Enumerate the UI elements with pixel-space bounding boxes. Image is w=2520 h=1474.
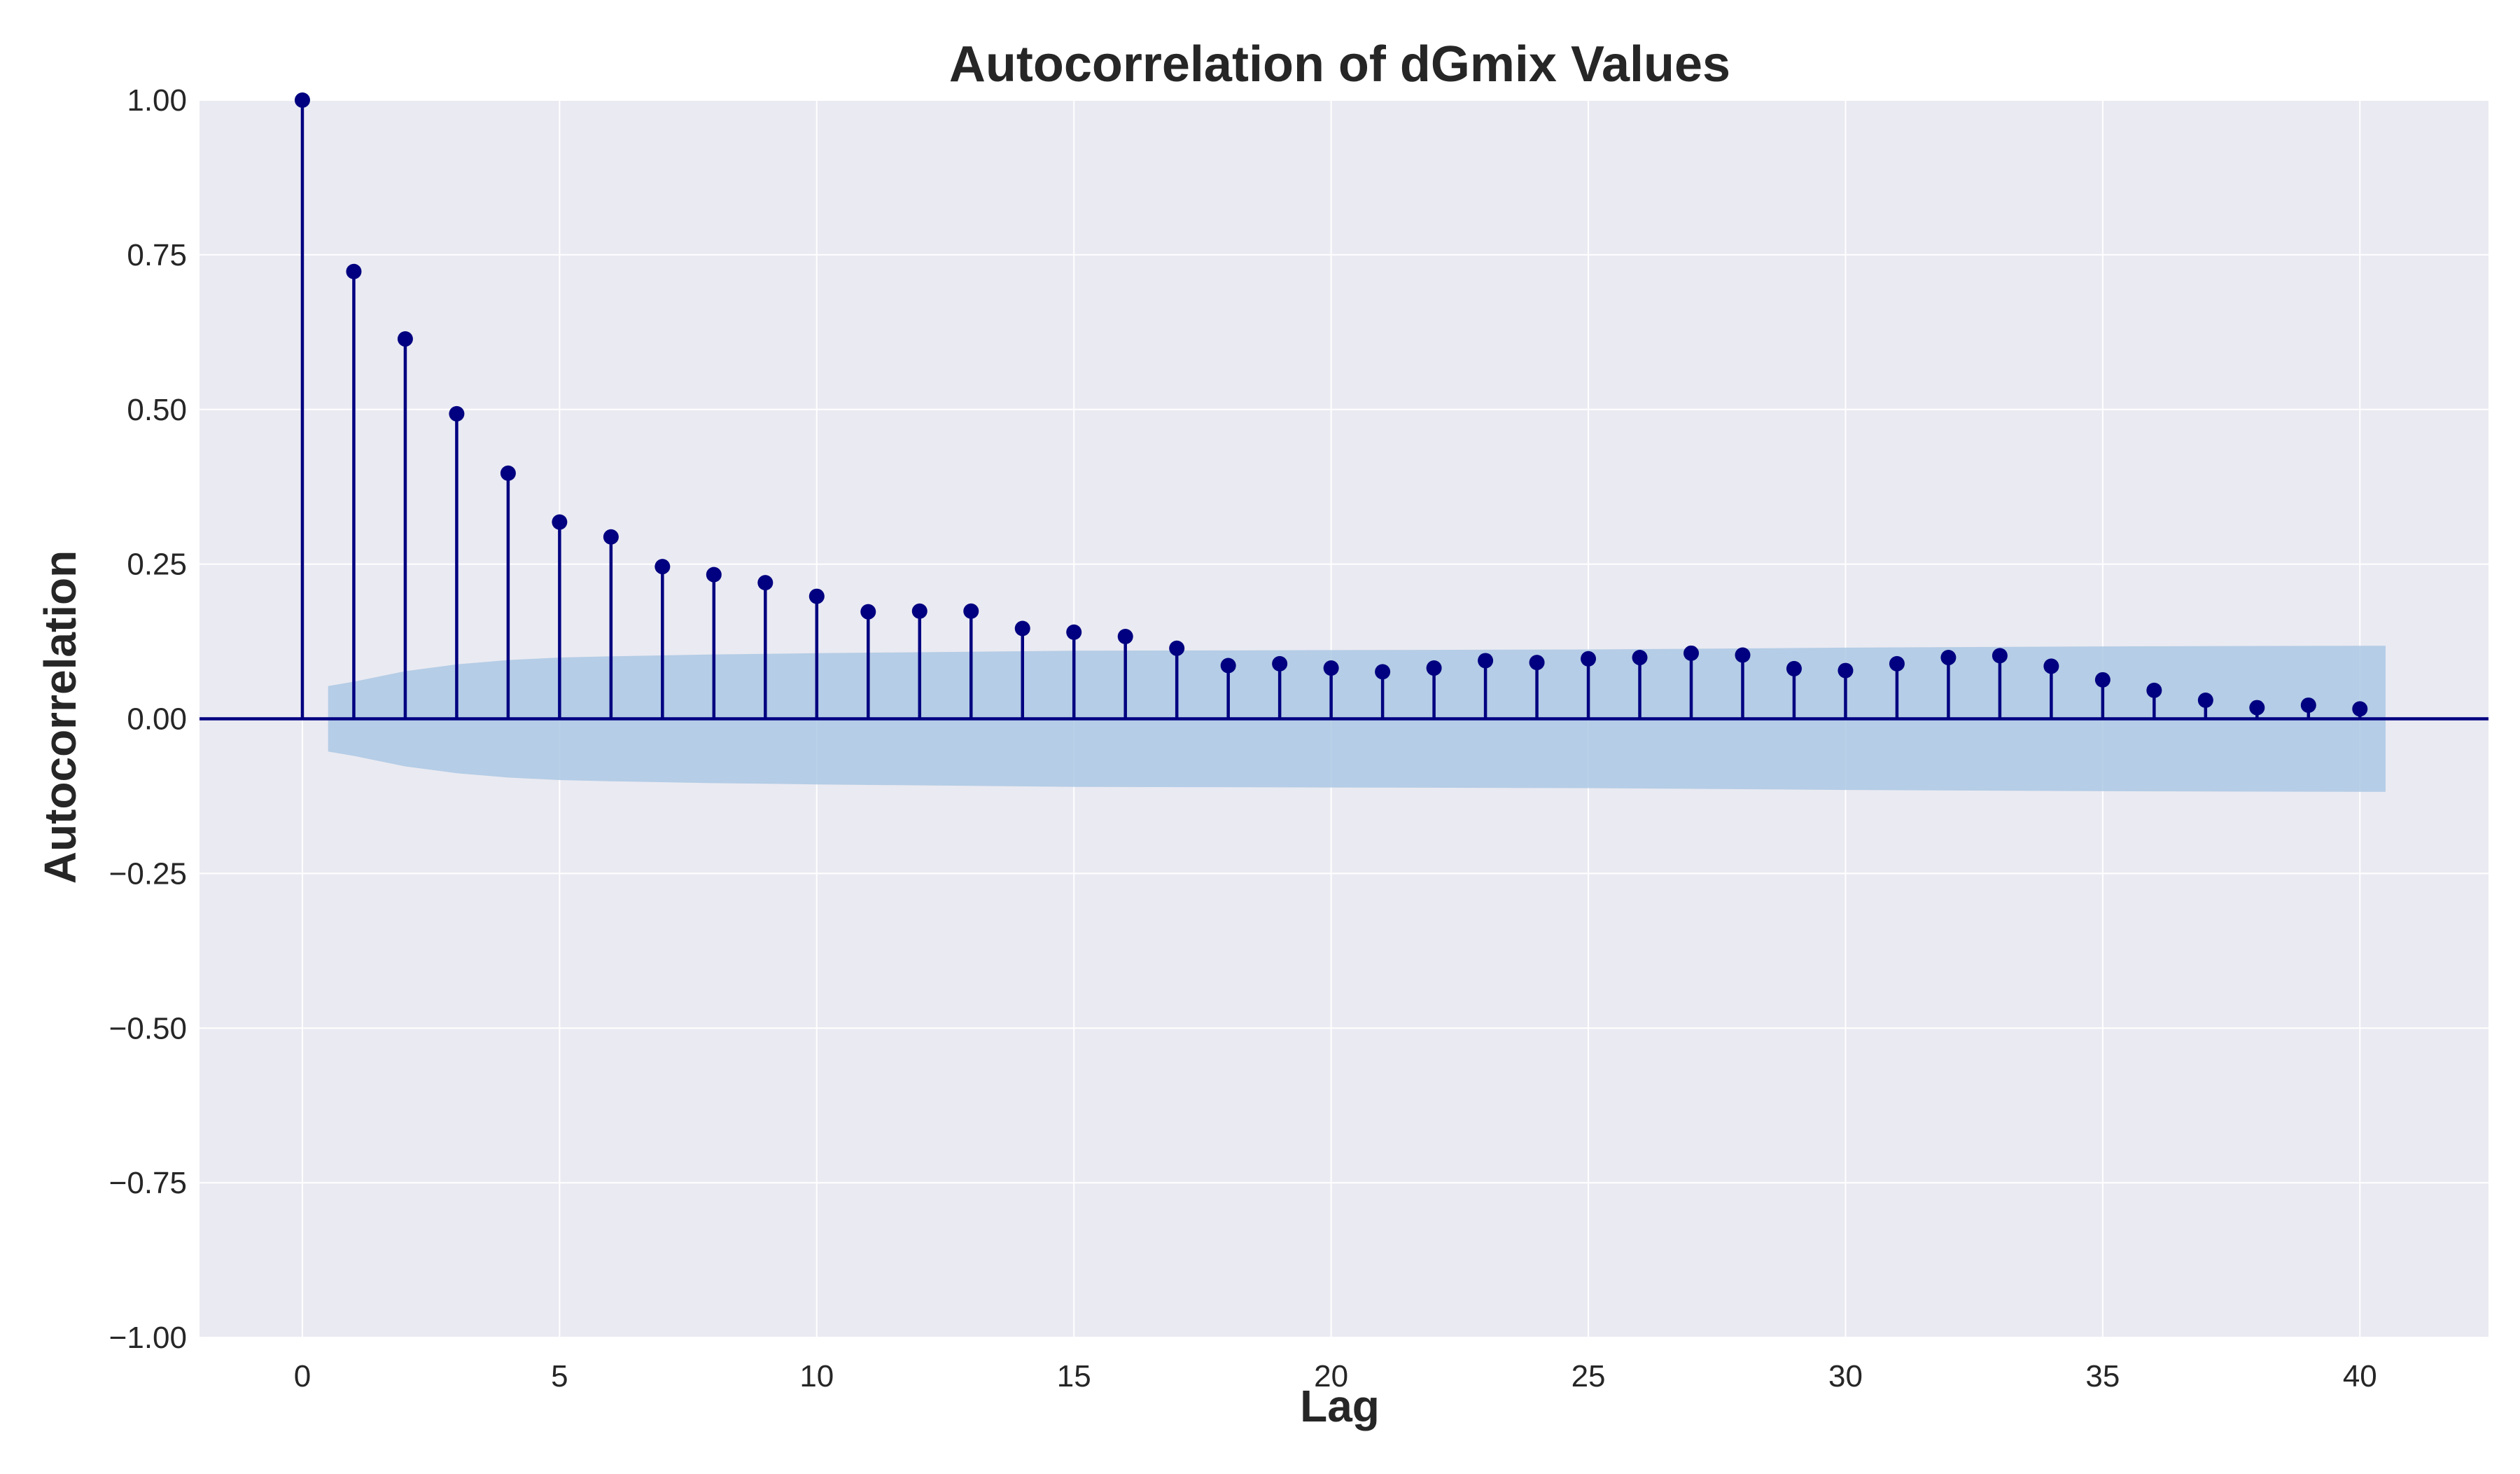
- y-tick-label: −1.00: [109, 1321, 187, 1355]
- acf-marker: [2300, 697, 2316, 714]
- acf-marker: [1940, 650, 1956, 666]
- acf-marker: [1272, 655, 1288, 672]
- acf-marker: [1426, 660, 1442, 676]
- chart-title: Autocorrelation of dGmix Values: [949, 36, 1730, 92]
- y-tick-label: 1.00: [127, 83, 187, 118]
- y-tick-label: 0.25: [127, 548, 187, 582]
- x-axis-title: Lag: [1300, 1381, 1380, 1431]
- acf-marker: [1478, 653, 1494, 669]
- acf-marker: [603, 529, 619, 545]
- x-tick-label: 0: [294, 1359, 311, 1393]
- x-tick-label: 25: [1572, 1359, 1606, 1393]
- x-tick-label: 5: [551, 1359, 568, 1393]
- acf-marker: [808, 588, 825, 604]
- acf-marker: [397, 331, 413, 347]
- acf-marker: [1529, 655, 1545, 671]
- acf-marker: [1837, 662, 1854, 679]
- acf-marker: [294, 92, 310, 108]
- y-tick-label: −0.25: [109, 856, 187, 891]
- x-tick-label: 30: [1828, 1359, 1863, 1393]
- y-tick-labels: 1.00 0.75 0.50 0.25 0.00 −0.25 −0.50 −0.75 −1.00: [109, 83, 187, 1355]
- acf-marker: [1684, 645, 1700, 661]
- x-tick-label: 15: [1057, 1359, 1091, 1393]
- acf-marker: [2249, 700, 2265, 716]
- x-tick-label: 35: [2085, 1359, 2120, 1393]
- x-tick-labels: 0 5 10 15 20 25 30 35 40: [294, 1359, 2377, 1393]
- acf-marker: [1786, 660, 1802, 676]
- y-tick-label: −0.50: [109, 1011, 187, 1045]
- acf-marker: [1014, 620, 1030, 637]
- x-tick-label: 40: [2343, 1359, 2377, 1393]
- acf-marker: [1991, 648, 2008, 664]
- acf-marker: [1066, 624, 1082, 640]
- acf-marker: [2197, 692, 2213, 708]
- acf-marker: [1169, 640, 1185, 656]
- acf-marker: [1735, 647, 1751, 663]
- x-tick-label: 20: [1314, 1359, 1348, 1393]
- acf-marker: [552, 514, 568, 530]
- acf-marker: [1323, 660, 1339, 676]
- acf-marker: [2043, 658, 2059, 674]
- acf-marker: [1889, 655, 1905, 672]
- acf-marker: [911, 603, 927, 619]
- acf-marker: [654, 559, 671, 575]
- acf-marker: [963, 603, 979, 619]
- acf-marker: [2352, 701, 2368, 717]
- acf-marker: [2094, 672, 2110, 688]
- acf-marker: [706, 566, 722, 583]
- x-tick-label: 10: [799, 1359, 834, 1393]
- acf-marker: [757, 575, 774, 591]
- acf-marker: [2146, 682, 2162, 698]
- y-tick-label: −0.75: [109, 1166, 187, 1200]
- acf-marker: [1632, 650, 1648, 666]
- acf-marker: [1117, 628, 1133, 644]
- y-tick-label: 0.75: [127, 238, 187, 272]
- y-axis-title: Autocorrelation: [35, 550, 85, 884]
- y-tick-label: 0.50: [127, 393, 187, 427]
- acf-marker: [1220, 658, 1236, 674]
- stems-layer: [294, 92, 2368, 719]
- acf-marker: [860, 604, 876, 620]
- acf-marker: [449, 405, 465, 422]
- acf-marker: [1581, 651, 1597, 667]
- acf-marker: [500, 465, 516, 481]
- acf-marker: [1375, 664, 1391, 680]
- acf-marker: [346, 263, 362, 279]
- y-tick-label: 0.00: [127, 702, 187, 737]
